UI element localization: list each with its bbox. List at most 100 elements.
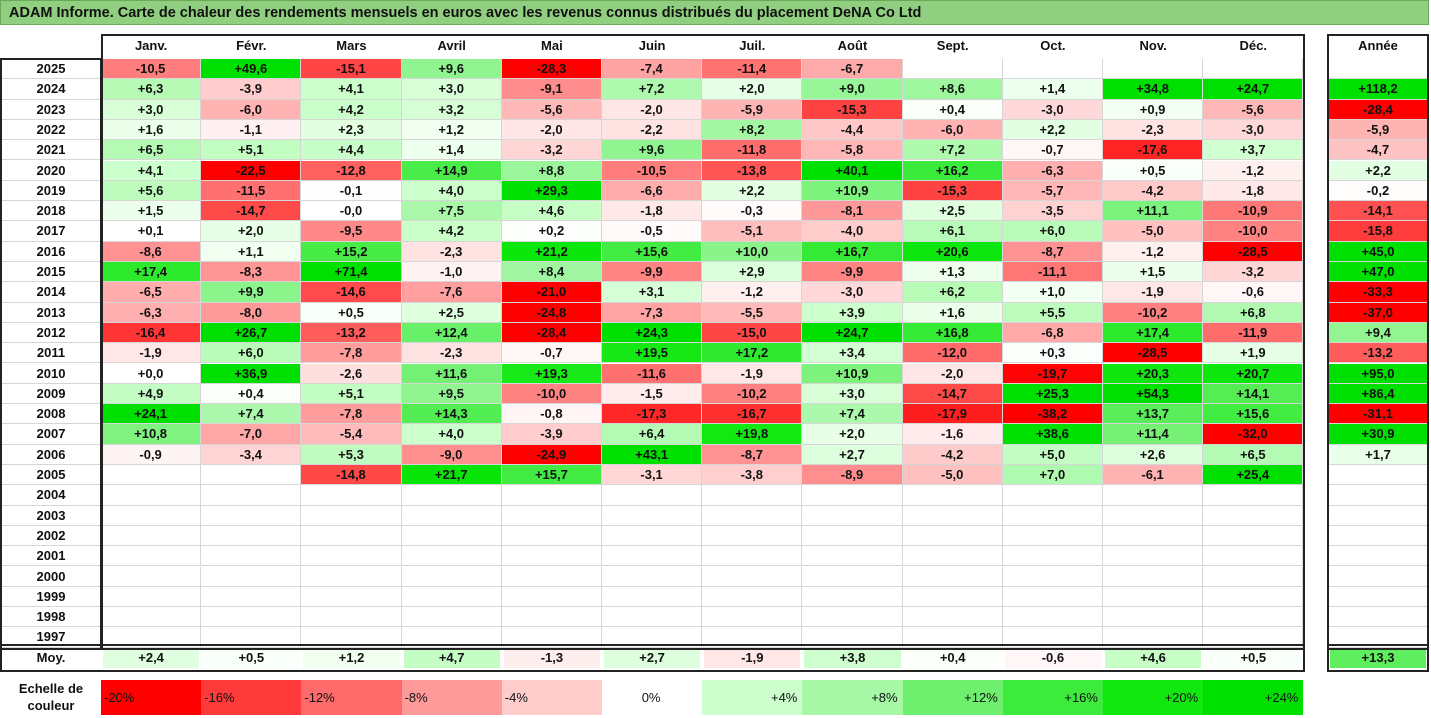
heatmap-cell [802, 566, 903, 587]
heatmap-cell: -5,0 [1103, 221, 1204, 242]
heatmap-cell: -1,8 [602, 201, 703, 222]
heatmap-cell: +7,0 [1002, 465, 1103, 486]
heatmap-cell: -3,0 [1002, 99, 1103, 120]
heatmap-cell: -10,5 [101, 59, 202, 80]
heatmap-cell [802, 485, 903, 506]
heatmap-cell: +1,6 [101, 119, 202, 141]
heatmap-cell: +4,9 [101, 383, 202, 405]
year-label: 2025 [1, 59, 101, 80]
year-total-cell: +95,0 [1328, 363, 1428, 384]
heatmap-cell: +7,5 [401, 201, 502, 222]
heatmap-cell: +14,3 [401, 404, 502, 425]
heatmap-cell: +12,4 [401, 322, 502, 344]
heatmap-cell: +9,6 [602, 140, 703, 161]
heatmap-cell: -19,7 [1002, 363, 1103, 384]
heatmap-cell: +4,2 [401, 221, 502, 242]
heatmap-cell [902, 505, 1003, 526]
year-label: 2006 [1, 445, 101, 465]
heatmap-cell: -10,5 [602, 160, 703, 181]
month-header: Avril [437, 38, 466, 53]
heatmap-cell: +1,4 [1002, 79, 1103, 100]
heatmap-cell: -2,6 [301, 363, 402, 384]
heatmap-cell: +7,2 [902, 140, 1003, 161]
color-scale-swatch: +16% [1002, 680, 1103, 715]
heatmap-cell: +2,7 [802, 444, 903, 465]
year-total-cell: -5,9 [1328, 119, 1428, 141]
heatmap-cell: +20,6 [902, 241, 1003, 262]
heatmap-cell: -8,6 [101, 241, 202, 262]
average-total-cell: +13,3 [1330, 648, 1426, 668]
year-total-cell [1328, 566, 1428, 587]
heatmap-cell [101, 566, 202, 587]
heatmap-cell: +0,5 [301, 302, 402, 323]
heatmap-cell: +17,4 [1103, 322, 1204, 344]
heatmap-cell: +14,9 [401, 160, 502, 181]
heatmap-cell: +6,0 [1002, 221, 1103, 242]
heatmap-cell: +6,3 [101, 79, 202, 100]
heatmap-cell: -1,9 [702, 363, 803, 384]
year-total-cell: +2,2 [1328, 160, 1428, 181]
heatmap-cell: -2,2 [602, 119, 703, 141]
heatmap-cell: -2,0 [501, 119, 602, 141]
heatmap-cell: -7,3 [602, 302, 703, 323]
heatmap-cell [702, 505, 803, 526]
heatmap-cell: +21,2 [501, 241, 602, 262]
heatmap-cell: -5,9 [702, 99, 803, 120]
heatmap-cell: -6,1 [1103, 465, 1204, 486]
heatmap-cell: -0,6 [1203, 282, 1304, 303]
heatmap-cell [702, 566, 803, 587]
heatmap-cell: +0,2 [501, 221, 602, 242]
heatmap-cell: +19,8 [702, 424, 803, 445]
month-header: Nov. [1139, 38, 1167, 53]
heatmap-cell: +3,0 [401, 79, 502, 100]
year-label: 2012 [1, 323, 101, 344]
year-total-cell: +30,9 [1328, 424, 1428, 445]
heatmap-cell: -6,0 [902, 119, 1003, 141]
month-header: Déc. [1239, 38, 1268, 53]
heatmap-cell: -9,0 [401, 444, 502, 465]
heatmap-cell: -5,6 [501, 99, 602, 120]
heatmap-cell: -0,7 [501, 343, 602, 364]
month-header: Juil. [739, 38, 766, 53]
year-label: 2020 [1, 161, 101, 181]
heatmap-cell: -0,7 [1002, 140, 1103, 161]
average-cell: +2,4 [103, 648, 200, 668]
heatmap-cell: -6,5 [101, 282, 202, 303]
heatmap-cell: +16,2 [902, 160, 1003, 181]
year-total-cell [1328, 607, 1428, 628]
heatmap-cell [602, 586, 703, 608]
heatmap-cell [902, 627, 1003, 648]
heatmap-cell [201, 485, 302, 506]
heatmap-cell: +20,7 [1203, 363, 1304, 384]
heatmap-cell: -24,9 [501, 444, 602, 465]
heatmap-cell [401, 525, 502, 547]
average-cell: +1,2 [303, 648, 400, 668]
color-scale-swatch: +12% [902, 680, 1003, 715]
heatmap-cell: -7,8 [301, 343, 402, 364]
heatmap-cell: -7,0 [201, 424, 302, 445]
heatmap-cell: -17,6 [1103, 140, 1204, 161]
heatmap-cell [401, 627, 502, 648]
heatmap-cell [401, 607, 502, 628]
heatmap-cell: -28,4 [501, 322, 602, 344]
heatmap-cell [501, 607, 602, 628]
heatmap-cell [1103, 586, 1204, 608]
heatmap-cell: -8,9 [802, 465, 903, 486]
heatmap-cell: +43,1 [602, 444, 703, 465]
heatmap-cell: -28,3 [501, 59, 602, 80]
average-label: Moy. [36, 650, 66, 665]
heatmap-cell [1103, 627, 1204, 648]
heatmap-cell [301, 566, 402, 587]
heatmap-cell: +3,0 [802, 383, 903, 405]
heatmap-cell: +3,0 [101, 99, 202, 120]
heatmap-cell: +2,3 [301, 119, 402, 141]
heatmap-cell: +5,6 [101, 180, 202, 202]
heatmap-cell: -14,7 [201, 201, 302, 222]
year-total-cell: -28,4 [1328, 99, 1428, 120]
heatmap-cell [1203, 59, 1304, 80]
heatmap-cell: +6,5 [1203, 444, 1304, 465]
heatmap-cell: -28,5 [1103, 343, 1204, 364]
heatmap-cell: +71,4 [301, 262, 402, 283]
year-label: 2009 [1, 384, 101, 405]
heatmap-cell: -11,6 [602, 363, 703, 384]
